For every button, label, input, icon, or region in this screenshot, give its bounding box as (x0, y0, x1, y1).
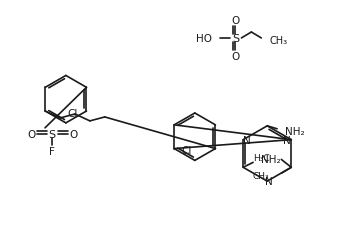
Text: O: O (70, 129, 78, 139)
Text: O: O (27, 129, 35, 139)
Text: O: O (231, 52, 240, 61)
Text: H₃C: H₃C (253, 153, 270, 162)
Text: S: S (232, 34, 239, 44)
Text: HO: HO (196, 34, 212, 44)
Text: CH₃: CH₃ (269, 36, 287, 46)
Text: NH₂: NH₂ (285, 126, 305, 136)
Text: CH₃: CH₃ (253, 171, 270, 180)
Text: F: F (49, 146, 55, 156)
Text: N: N (283, 135, 291, 145)
Text: O: O (231, 16, 240, 26)
Text: N: N (265, 176, 273, 186)
Text: S: S (48, 129, 56, 139)
Text: NH₂: NH₂ (261, 155, 281, 165)
Text: Cl: Cl (68, 108, 78, 118)
Text: Cl: Cl (182, 145, 192, 155)
Text: N: N (243, 135, 251, 145)
